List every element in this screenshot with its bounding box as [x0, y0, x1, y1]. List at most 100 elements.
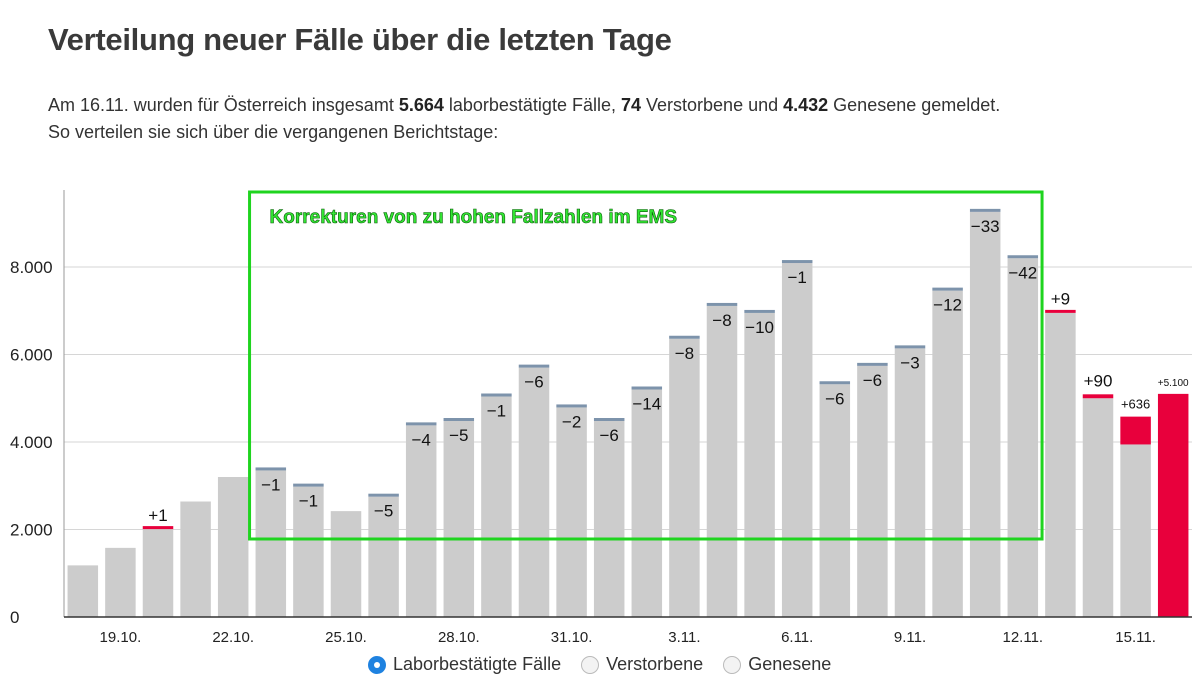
decrease-segment	[744, 309, 775, 313]
x-tick-label: 9.11.	[894, 629, 926, 646]
legend-label-recovered: Genesene	[748, 654, 832, 674]
bar	[894, 348, 926, 617]
data-label: −33	[971, 217, 1000, 236]
bar	[481, 396, 512, 617]
increase-segment	[1045, 309, 1076, 313]
data-label: −42	[1008, 263, 1037, 282]
increase-segment	[1157, 393, 1189, 617]
data-label: −2	[562, 412, 581, 431]
data-label: −5	[374, 502, 393, 521]
y-tick-label: 2.000	[10, 521, 53, 540]
bar	[969, 211, 1001, 617]
decrease-segment	[1007, 255, 1039, 259]
data-label: +636	[1121, 397, 1150, 412]
decrease-segment	[669, 335, 700, 339]
bar	[706, 305, 738, 617]
data-label: +1	[148, 506, 167, 525]
increase-segment	[1120, 416, 1151, 445]
x-tick-label: 19.10.	[100, 629, 142, 646]
x-tick-label: 15.11.	[1115, 629, 1156, 646]
bar	[631, 389, 663, 617]
radio-selected-icon[interactable]	[368, 655, 386, 674]
bar	[1082, 398, 1114, 617]
bar	[819, 384, 851, 617]
legend-item-cases[interactable]: Laborbestätigte Fälle	[368, 654, 561, 675]
bar	[744, 312, 775, 617]
bar	[1120, 444, 1151, 617]
bar	[556, 407, 587, 617]
radio-unselected-icon[interactable]	[723, 655, 742, 674]
recovered-count: 4.432	[783, 95, 829, 115]
data-label: −6	[863, 371, 882, 390]
page-title: Verteilung neuer Fälle über die letzten …	[48, 22, 672, 57]
annotation-label: Korrekturen von zu hohen Fallzahlen im E…	[270, 207, 678, 228]
legend-item-recovered[interactable]: Genesene	[723, 654, 831, 675]
data-label: −8	[712, 311, 731, 330]
data-label: −4	[412, 430, 431, 449]
legend-item-deaths[interactable]: Verstorbene	[581, 654, 703, 675]
bar	[217, 477, 249, 617]
data-label: −14	[632, 395, 661, 414]
legend-label-cases: Laborbestätigte Fälle	[393, 654, 562, 674]
bar	[781, 263, 813, 617]
x-tick-label: 12.11.	[1003, 629, 1044, 646]
data-label: −1	[487, 402, 506, 421]
bar	[180, 501, 211, 617]
decrease-segment	[781, 260, 813, 264]
annotation-box	[248, 190, 1044, 541]
bar	[142, 529, 174, 617]
data-label: −1	[299, 492, 318, 511]
data-label: −5	[449, 426, 468, 445]
bar	[368, 496, 399, 617]
chart-legend: Laborbestätigte Fälle Verstorbene Genese…	[368, 654, 831, 675]
radio-unselected-icon[interactable]	[581, 655, 600, 674]
data-label: −1	[261, 475, 280, 494]
x-tick-label: 22.10.	[212, 629, 254, 646]
y-tick-label: 8.000	[10, 258, 53, 277]
decrease-segment	[969, 208, 1001, 212]
decrease-segment	[518, 364, 550, 368]
bar	[1045, 312, 1076, 617]
bar	[330, 511, 362, 617]
x-tick-label: 3.11.	[668, 629, 700, 646]
decrease-segment	[593, 418, 625, 421]
chart-subtitle: Am 16.11. wurden für Österreich insgesam…	[48, 92, 1000, 146]
decrease-segment	[932, 287, 963, 291]
decrease-segment	[255, 467, 287, 471]
bar	[105, 547, 136, 617]
data-label: −8	[675, 344, 694, 363]
bar	[932, 290, 963, 617]
cases-count: 5.664	[398, 95, 444, 115]
bar	[443, 421, 475, 617]
legend-label-deaths: Verstorbene	[606, 654, 704, 674]
subtitle-text-a: Am 16.11. wurden für Österreich insgesam…	[48, 95, 399, 115]
increase-segment	[1082, 394, 1114, 399]
data-label: +9	[1051, 290, 1070, 309]
decrease-segment	[405, 422, 437, 426]
x-tick-label: 25.10.	[325, 629, 367, 646]
subtitle-line-2: So verteilen sie sich über die vergangen…	[48, 122, 499, 142]
decrease-segment	[857, 362, 888, 366]
x-tick-label: 28.10.	[438, 629, 480, 646]
bar	[1007, 258, 1039, 617]
subtitle-text-c: Verstorbene und	[641, 95, 784, 115]
decrease-segment	[894, 345, 926, 349]
subtitle-text-b: laborbestätigte Fälle,	[443, 95, 621, 115]
bar	[669, 338, 700, 617]
decrease-segment	[556, 404, 587, 408]
subtitle-line-1: Am 16.11. wurden für Österreich insgesam…	[48, 92, 1000, 119]
bar	[405, 425, 437, 617]
data-label: +5.100	[1158, 378, 1189, 389]
decrease-segment	[819, 381, 851, 385]
decrease-segment	[631, 386, 663, 390]
y-tick-label: 0	[10, 608, 19, 627]
data-label: −10	[745, 318, 774, 337]
y-tick-label: 4.000	[10, 433, 53, 452]
data-label: +90	[1084, 371, 1113, 390]
data-label: −6	[524, 373, 543, 392]
data-label: −1	[788, 268, 807, 287]
bar	[67, 565, 99, 617]
data-label: −12	[933, 296, 962, 315]
bar	[857, 365, 888, 617]
decrease-segment	[368, 493, 399, 497]
